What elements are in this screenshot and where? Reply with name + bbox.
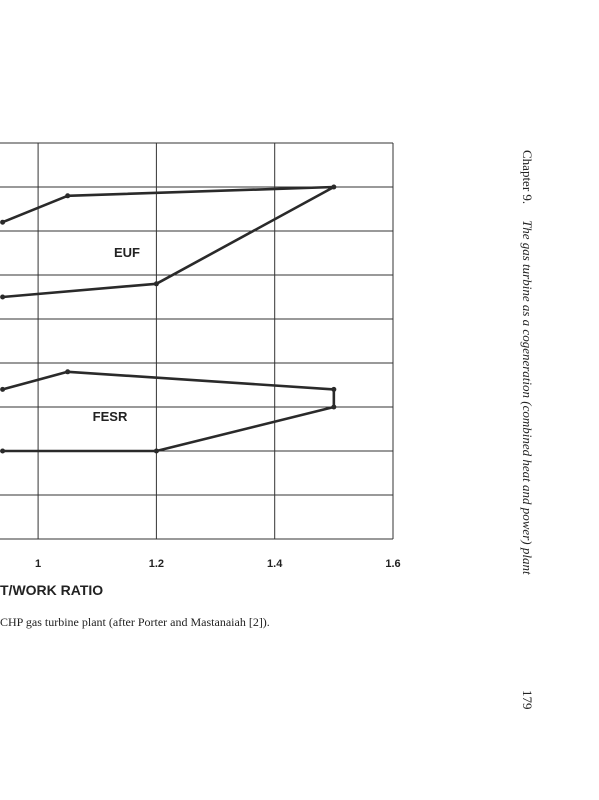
- running-head: Chapter 9. The gas turbine as a cogenera…: [520, 150, 535, 575]
- point: [0, 386, 6, 392]
- series-line: [2, 370, 336, 453]
- x-tick-label: 1.6: [385, 558, 400, 570]
- point: [65, 369, 71, 375]
- x-tick-label: 1.4: [267, 558, 283, 570]
- x-tick-label: 1.2: [149, 558, 164, 570]
- chapter-label: Chapter 9.: [520, 150, 535, 204]
- x-tick-label: 1: [35, 558, 41, 570]
- point: [0, 294, 6, 300]
- point: [153, 448, 159, 454]
- page-number: 179: [520, 690, 535, 710]
- point: [0, 219, 6, 225]
- annotation: FESR: [93, 409, 128, 424]
- chapter-title: The gas turbine as a cogeneration (combi…: [520, 220, 535, 575]
- point: [0, 448, 6, 454]
- point: [65, 193, 71, 199]
- point: [331, 404, 337, 410]
- point: [153, 281, 159, 287]
- annotation: EUF: [114, 245, 140, 260]
- point: [331, 184, 337, 190]
- x-axis-label: T/WORK RATIO: [0, 582, 103, 598]
- caption: CHP gas turbine plant (after Porter and …: [0, 615, 270, 629]
- point: [331, 386, 337, 392]
